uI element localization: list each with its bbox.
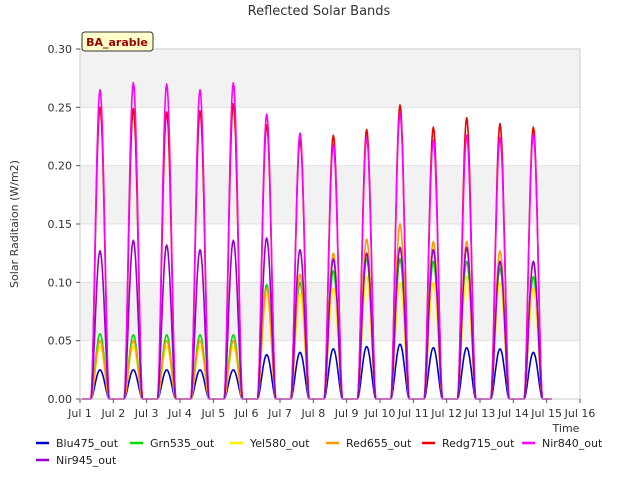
legend-item-redg715-out: Redg715_out: [422, 437, 515, 450]
x-tick-label: Jul 11: [397, 407, 429, 420]
y-tick-label: 0.00: [48, 393, 73, 406]
x-tick-label: Jul 4: [167, 407, 192, 420]
x-tick-label: Jul 8: [300, 407, 325, 420]
x-tick-label: Jul 2: [100, 407, 125, 420]
x-tick-label: Jul 13: [464, 407, 496, 420]
chart-title: Reflected Solar Bands: [248, 4, 391, 19]
x-tick-label: Jul 12: [430, 407, 462, 420]
legend-item-nir840-out: Nir840_out: [522, 437, 603, 450]
x-axis-label: Time: [552, 422, 580, 435]
x-tick-label: Jul 3: [134, 407, 159, 420]
legend: Blu475_out Grn535_out Yel580_out Red655_out…: [36, 437, 603, 467]
legend-label: Red655_out: [346, 437, 412, 450]
x-tick-label: Jul 9: [334, 407, 359, 420]
y-tick-label: 0.15: [48, 218, 73, 231]
y-tick-label: 0.25: [48, 101, 73, 114]
y-tick-label: 0.20: [48, 160, 73, 173]
site-badge: BA_arable: [81, 31, 154, 52]
legend-label: Nir840_out: [542, 437, 603, 450]
legend-item-nir945-out: Nir945_out: [36, 454, 117, 467]
y-axis-ticks: 0.00 0.05 0.10 0.15 0.20 0.25 0.30: [48, 43, 80, 406]
x-tick-label: Jul 6: [234, 407, 259, 420]
legend-item-red655-out: Red655_out: [326, 437, 412, 450]
legend-item-grn535-out: Grn535_out: [130, 437, 215, 450]
x-tick-label: Jul 16: [564, 407, 596, 420]
legend-label: Yel580_out: [249, 437, 310, 450]
y-tick-label: 0.05: [48, 335, 73, 348]
legend-label: Nir945_out: [56, 454, 117, 467]
x-tick-label: Jul 5: [200, 407, 225, 420]
plot-band: [80, 49, 580, 108]
site-badge-box: [81, 31, 154, 52]
legend-label: Grn535_out: [150, 437, 215, 450]
legend-item-blu475-out: Blu475_out: [36, 437, 119, 450]
site-badge-label: BA_arable: [86, 36, 148, 49]
legend-label: Redg715_out: [442, 437, 515, 450]
x-tick-label: Jul 15: [530, 407, 562, 420]
x-tick-label: Jul 7: [267, 407, 292, 420]
x-tick-label: Jul 14: [497, 407, 529, 420]
legend-label: Blu475_out: [56, 437, 119, 450]
plot-band: [80, 107, 580, 166]
y-axis-label: Solar Raditaion (W/m2): [8, 160, 21, 288]
legend-item-yel580-out: Yel580_out: [230, 437, 310, 450]
x-tick-label: Jul 1: [67, 407, 92, 420]
y-tick-label: 0.30: [48, 43, 73, 56]
x-axis-ticks: Jul 1 Jul 2 Jul 3 Jul 4 Jul 5 Jul 6 Jul 7 Jul 8…: [67, 399, 595, 420]
x-tick-label: Jul 10: [364, 407, 396, 420]
y-tick-label: 0.10: [48, 276, 73, 289]
